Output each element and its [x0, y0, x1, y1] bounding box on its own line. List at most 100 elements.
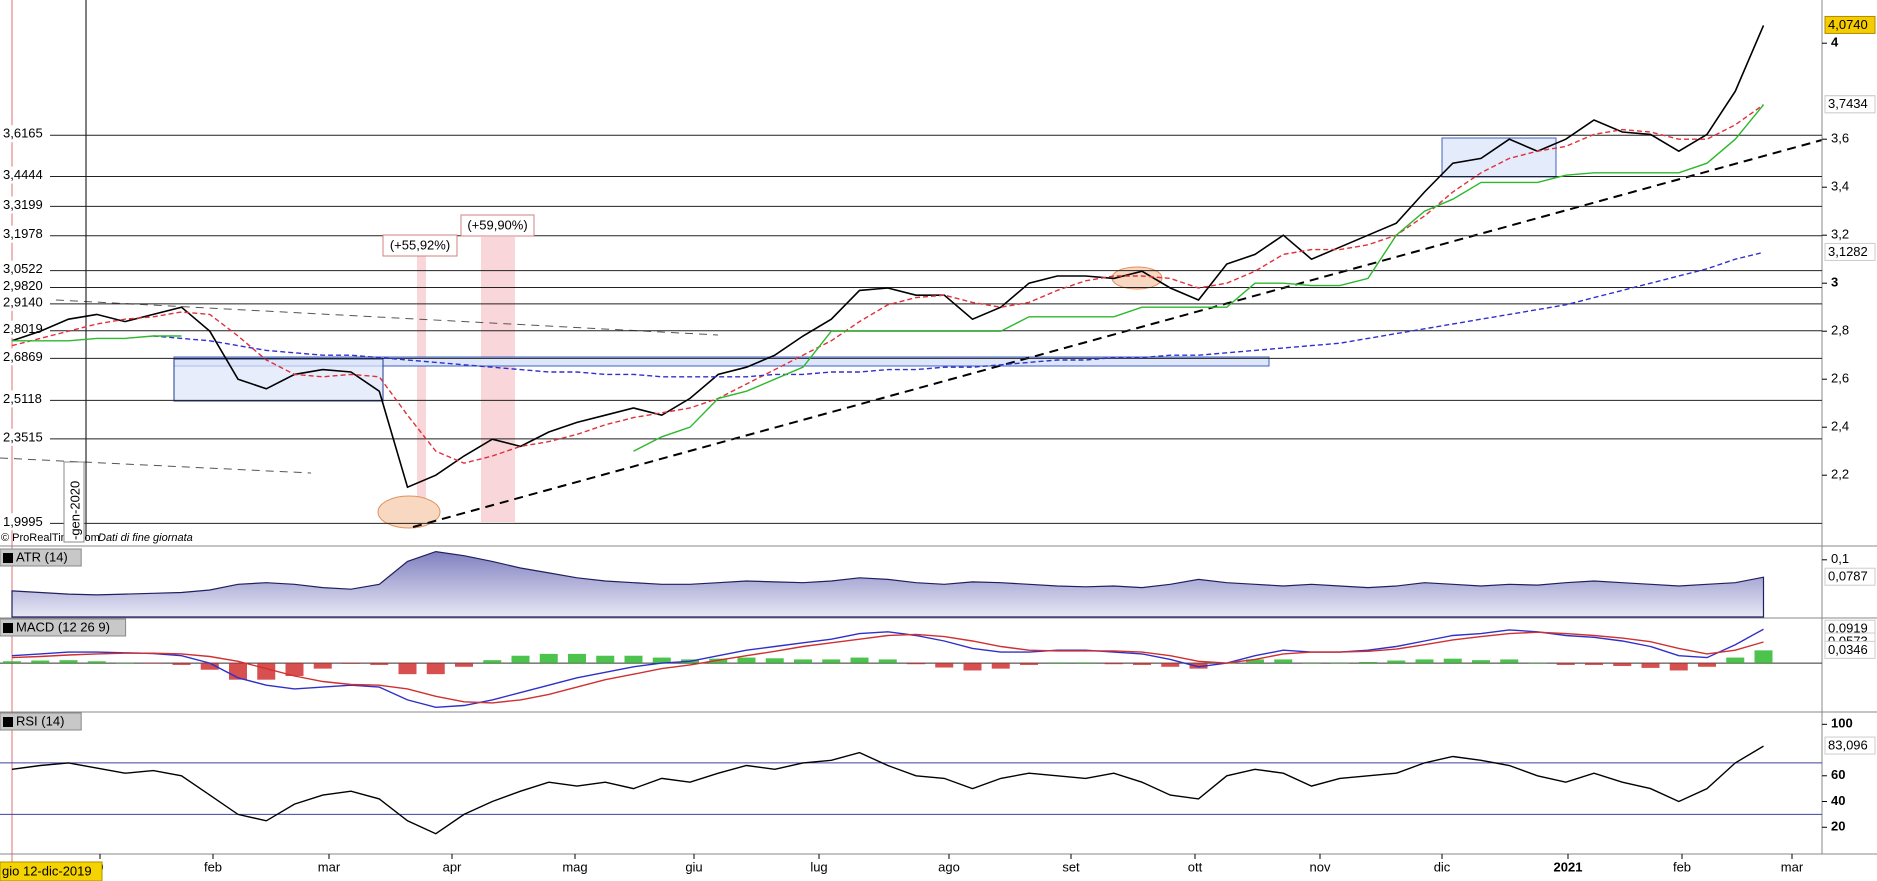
level-label: 2,9820 — [3, 278, 43, 293]
y-tick-label: 4 — [1831, 35, 1839, 50]
trend-line — [0, 457, 312, 474]
series-line — [11, 25, 1765, 489]
histogram-bar — [878, 659, 897, 664]
histogram-bar — [342, 663, 360, 664]
histogram-bar — [1528, 662, 1547, 664]
y-tick-label: 3 — [1831, 275, 1838, 290]
histogram-bar — [285, 663, 304, 676]
histogram-bar — [907, 663, 925, 665]
level-label: 3,0522 — [3, 261, 43, 276]
histogram-bar — [568, 653, 586, 664]
histogram-bar — [59, 660, 78, 664]
histogram-bar — [1246, 659, 1264, 664]
level-label: 2,8019 — [3, 321, 43, 336]
histogram-bar — [539, 653, 558, 664]
histogram-bar — [172, 663, 191, 665]
annotation: (+59,90%) — [467, 217, 527, 232]
y-tick-label: 20 — [1831, 819, 1845, 834]
last-value-label: 83,096 — [1828, 737, 1868, 752]
x-tick-label: feb — [204, 859, 222, 874]
x-tick-label: mar — [1781, 859, 1804, 874]
level-label-box — [0, 225, 50, 243]
histogram-bar — [1330, 663, 1349, 664]
zone — [1441, 137, 1557, 178]
level-label-box — [0, 320, 50, 338]
histogram-bar — [1189, 663, 1208, 669]
histogram-bar — [1302, 663, 1321, 664]
x-tick-label: apr — [443, 859, 462, 874]
panel-title: RSI (14) — [16, 713, 64, 728]
series-line — [153, 251, 1764, 378]
panel-title: ATR (14) — [16, 549, 68, 564]
annotation: (+55,92%) — [390, 237, 450, 252]
histogram-bar — [1472, 660, 1490, 664]
highlight-band — [481, 237, 515, 522]
level-label-box — [0, 513, 50, 531]
histogram-bar — [624, 655, 643, 664]
level-label: 2,6869 — [3, 349, 43, 364]
histogram-bar — [1048, 662, 1067, 664]
level-label: 3,6165 — [3, 126, 43, 141]
histogram-bar — [1443, 658, 1462, 664]
decorations — [0, 0, 1877, 862]
annotation-box — [382, 234, 458, 257]
histogram-bar — [822, 659, 841, 664]
highlight-band — [417, 237, 426, 522]
level-label: 2,3515 — [3, 429, 43, 444]
x-tick-label: ago — [938, 859, 960, 874]
x-tick-label: set — [1062, 859, 1080, 874]
histogram-bar — [963, 663, 982, 671]
histogram-bar — [200, 663, 219, 670]
histogram-bar — [1726, 657, 1745, 664]
histogram-bar — [483, 660, 502, 664]
level-label: 2,5118 — [3, 391, 42, 406]
histogram-bar — [765, 658, 784, 664]
histogram-bar — [1754, 650, 1773, 664]
histogram-bar — [1359, 662, 1377, 664]
date-label: gio 12-dic-2019 — [2, 863, 92, 878]
histogram-bar — [1556, 663, 1575, 665]
level-label-box — [0, 260, 50, 278]
histogram-bar — [652, 657, 671, 664]
footer: © ProRealTime.com — [1, 532, 100, 544]
histogram-bar — [455, 663, 473, 667]
series-line — [12, 104, 1765, 452]
histogram-bar — [144, 663, 163, 664]
histogram-bar — [511, 655, 530, 664]
histogram-bar — [935, 663, 954, 668]
histogram-bar — [31, 660, 50, 664]
histogram-bar — [426, 663, 445, 675]
histogram-bar — [1613, 663, 1632, 667]
y-tick-label: 40 — [1831, 793, 1845, 808]
histogram-bar — [1133, 663, 1151, 665]
marker-label: -gen-2020 — [67, 481, 82, 540]
histogram-bar — [370, 663, 389, 665]
histogram-bar — [991, 663, 1010, 669]
x-tick-label: mag — [562, 859, 587, 874]
histogram-bar — [737, 657, 756, 664]
trend-line — [412, 139, 1823, 528]
panel-title-icon — [3, 553, 13, 563]
y-tick-label: 3,4 — [1831, 179, 1849, 194]
level-label: 1,9995 — [3, 514, 43, 529]
y-tick-label: 2,8 — [1831, 323, 1849, 338]
last-value-box — [1824, 242, 1876, 261]
panel-title-box — [0, 712, 82, 731]
histogram-bar — [1585, 663, 1603, 665]
histogram-bar — [596, 655, 615, 664]
histogram-bar — [1076, 662, 1095, 664]
series-line — [11, 745, 1764, 835]
histogram-bar — [398, 663, 417, 675]
histogram-bar — [1669, 663, 1688, 671]
histogram-bar — [850, 657, 869, 664]
histogram-bar — [1500, 659, 1519, 664]
last-value-label: 4,0740 — [1828, 17, 1868, 32]
series-line — [11, 628, 1764, 709]
histogram-bar — [1387, 660, 1406, 664]
last-value-box — [1824, 567, 1876, 586]
date-label-box — [0, 861, 103, 881]
last-value-box — [1824, 15, 1876, 34]
x-tick-label: lug — [810, 859, 827, 874]
level-label-box — [0, 277, 50, 295]
